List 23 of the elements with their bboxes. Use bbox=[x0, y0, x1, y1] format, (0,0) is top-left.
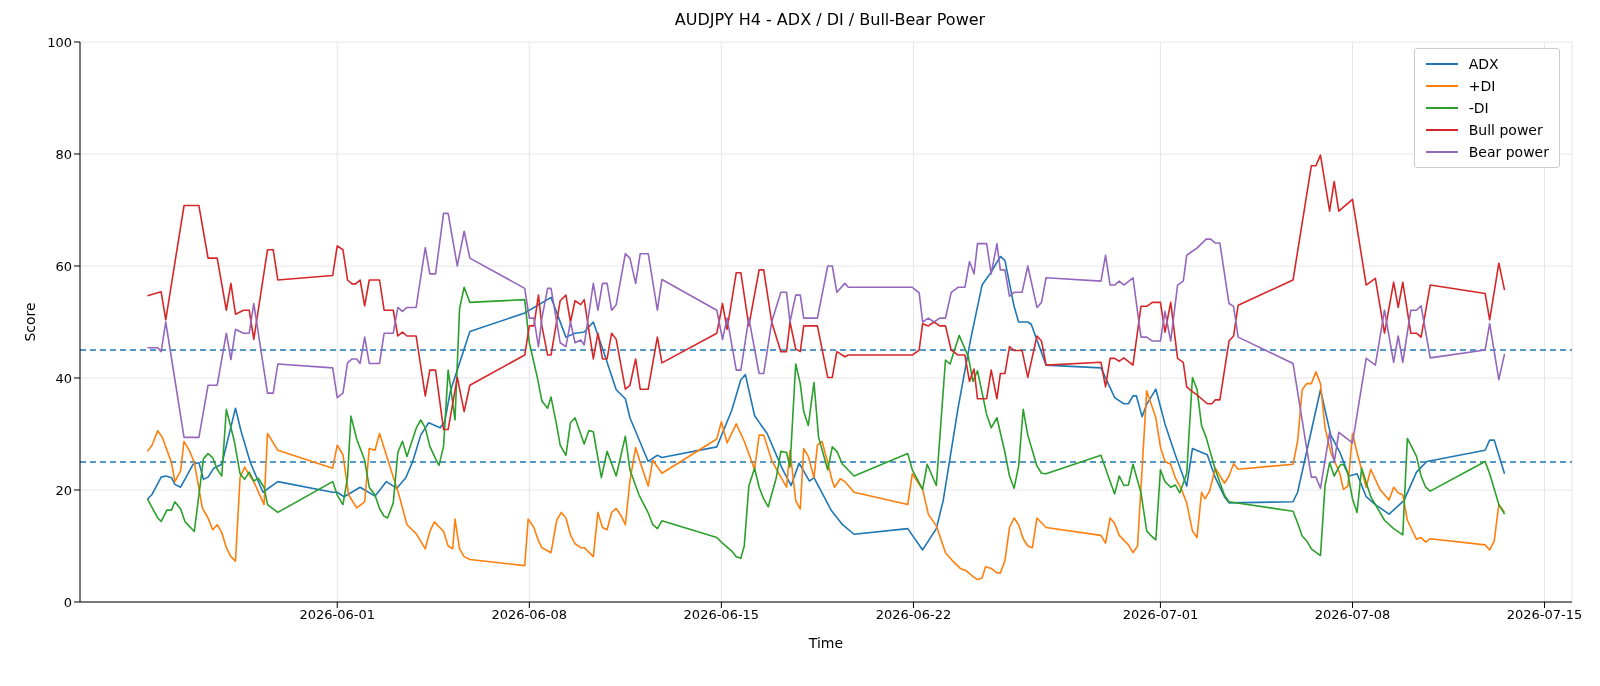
legend-label: ADX bbox=[1468, 55, 1499, 74]
y-tick-label: 40 bbox=[55, 370, 72, 386]
x-axis-title: Time bbox=[807, 635, 844, 651]
y-tick-label: 0 bbox=[63, 594, 72, 610]
x-tick-label: 2026-06-01 bbox=[299, 607, 376, 623]
x-tick-label: 2026-06-15 bbox=[683, 607, 760, 623]
y-axis-title: Score bbox=[21, 302, 38, 342]
x-tick-label: 2026-06-08 bbox=[491, 607, 568, 623]
y-tick-label: 20 bbox=[55, 482, 72, 498]
legend-label: Bear power bbox=[1468, 143, 1549, 162]
line-series bbox=[146, 371, 1506, 581]
chart-title: AUDJPY H4 - ADX / DI / Bull-Bear Power bbox=[673, 9, 987, 31]
legend-label: +DI bbox=[1468, 77, 1496, 96]
y-tick-label: 60 bbox=[55, 258, 72, 274]
y-tick-label: 100 bbox=[47, 34, 72, 50]
y-tick-label: 80 bbox=[55, 146, 72, 162]
legend-label: -DI bbox=[1468, 99, 1489, 118]
x-tick-label: 2026-07-01 bbox=[1122, 607, 1199, 623]
line-series bbox=[146, 212, 1506, 490]
x-tick-label: 2026-07-15 bbox=[1506, 607, 1583, 623]
x-tick-label: 2026-06-22 bbox=[875, 607, 952, 623]
x-tick-label: 2026-07-08 bbox=[1314, 607, 1391, 623]
legend-label: Bull power bbox=[1468, 121, 1543, 140]
